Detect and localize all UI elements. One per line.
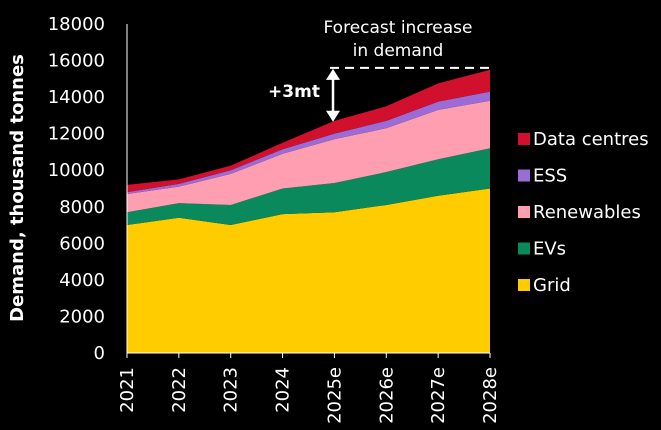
y-tick-label: 4000 [59, 270, 105, 291]
legend-label-grid: Grid [533, 275, 571, 296]
y-tick-label: 8000 [59, 197, 105, 218]
y-tick-label: 10000 [48, 160, 105, 181]
forecast-annotation-line1: Forecast increase [324, 18, 473, 38]
delta-label: +3mt [268, 82, 320, 102]
y-tick-label: 16000 [48, 51, 105, 72]
legend-swatch-grid [518, 279, 530, 291]
legend-label-data-centres: Data centres [533, 129, 649, 150]
x-tick-label: 2026e [376, 367, 397, 424]
legend-swatch-ess [518, 169, 530, 182]
area-ess [127, 91, 490, 194]
legend-label-renewables: Renewables [533, 202, 641, 223]
y-axis-label: Demand, thousand tonnes [7, 54, 28, 322]
y-tick-label: 0 [94, 343, 105, 364]
x-tick-label: 2028e [480, 367, 501, 424]
delta-arrow-head-up [326, 68, 340, 80]
legend-swatch-renewables [518, 206, 530, 218]
y-tick-label: 6000 [59, 233, 105, 254]
x-tick-label: 2025e [324, 367, 345, 424]
legend-swatch-data-centres [518, 133, 530, 145]
area-grid [127, 188, 490, 353]
x-tick-label: 2024 [273, 367, 294, 413]
y-tick-label: 2000 [59, 306, 105, 327]
x-tick-label: 2027e [428, 367, 449, 424]
x-tick-label: 2022 [169, 367, 190, 413]
axes-group [126, 24, 491, 358]
legend-label-evs: EVs [533, 239, 566, 260]
y-tick-label: 12000 [48, 124, 105, 145]
area-evs [127, 148, 490, 226]
x-tick-label: 2021 [117, 367, 138, 413]
area-data-centres [127, 69, 490, 193]
legend-swatch-evs [518, 242, 530, 255]
legend: Data centres ESS Renewables EVs Grid [518, 129, 649, 296]
x-tick-label: 2023 [221, 367, 242, 413]
legend-label-ess: ESS [533, 166, 567, 187]
area-renewables [127, 100, 490, 213]
y-tick-label: 14000 [48, 87, 105, 108]
forecast-annotation-line2: in demand [353, 41, 444, 61]
y-tick-labels: 0 2000 4000 6000 8000 10000 12000 14000 16000 180… [48, 14, 105, 364]
x-tick-labels: 2021 2022 2023 2024 2025e 2026e 2027e 2028e [117, 367, 501, 424]
area-series-group [127, 69, 490, 353]
delta-arrow-head-down [326, 110, 340, 122]
y-tick-label: 18000 [48, 14, 105, 35]
forecast-annotation: Forecast increase in demand +3mt [268, 18, 490, 122]
